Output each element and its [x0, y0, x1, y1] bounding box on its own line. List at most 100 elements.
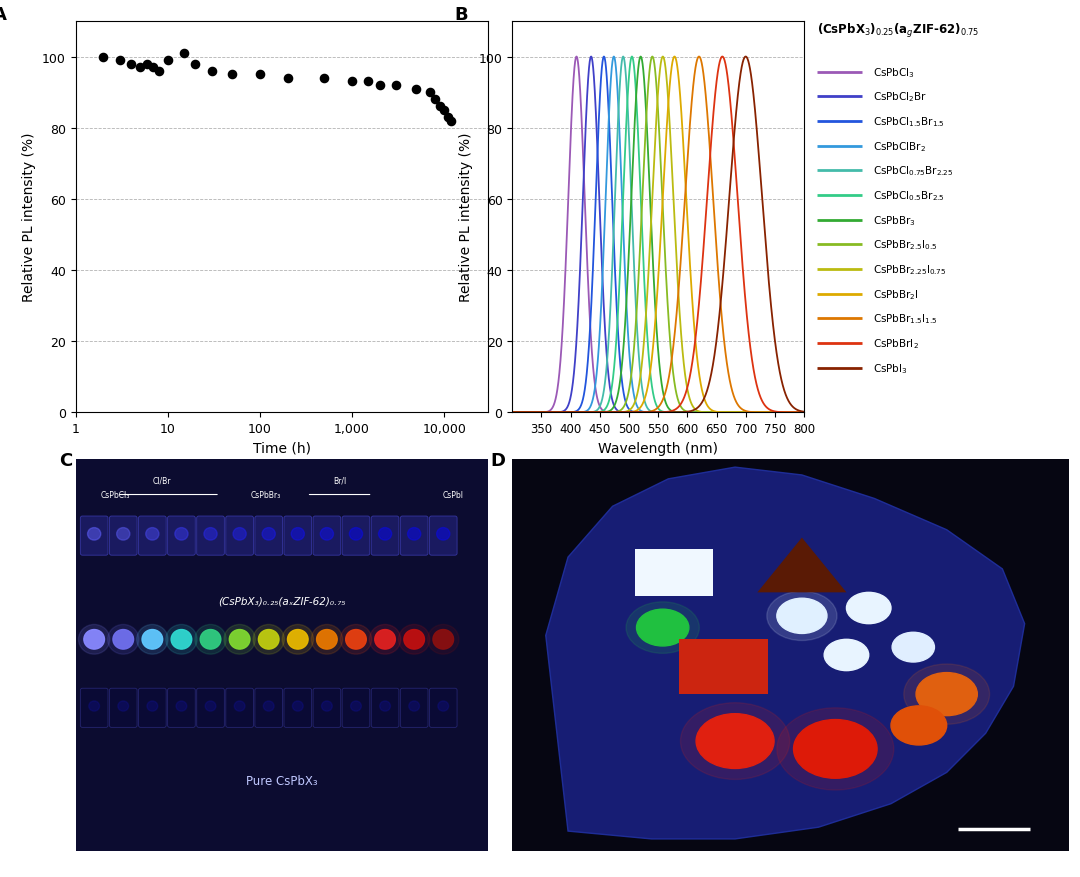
- Circle shape: [399, 624, 430, 654]
- Text: CsPbCl$_{1.5}$Br$_{1.5}$: CsPbCl$_{1.5}$Br$_{1.5}$: [873, 115, 945, 129]
- Point: [145, 61, 162, 75]
- Text: C: C: [59, 452, 72, 470]
- Circle shape: [340, 624, 372, 654]
- FancyBboxPatch shape: [226, 517, 254, 555]
- Circle shape: [258, 630, 279, 649]
- Circle shape: [436, 528, 450, 540]
- Point: [388, 79, 405, 93]
- Text: CsPbClBr$_2$: CsPbClBr$_2$: [873, 139, 926, 153]
- Circle shape: [346, 630, 366, 649]
- FancyBboxPatch shape: [80, 688, 108, 728]
- Point: [343, 75, 361, 89]
- Circle shape: [229, 630, 249, 649]
- Circle shape: [428, 624, 459, 654]
- FancyBboxPatch shape: [255, 688, 283, 728]
- Circle shape: [117, 528, 130, 540]
- Point: [150, 65, 167, 79]
- FancyBboxPatch shape: [167, 517, 195, 555]
- FancyBboxPatch shape: [138, 688, 166, 728]
- Circle shape: [409, 701, 419, 711]
- Circle shape: [680, 703, 789, 780]
- FancyBboxPatch shape: [401, 517, 428, 555]
- Polygon shape: [545, 467, 1025, 839]
- Text: D: D: [490, 452, 505, 470]
- Circle shape: [175, 528, 188, 540]
- FancyBboxPatch shape: [430, 517, 457, 555]
- Circle shape: [847, 593, 891, 624]
- Circle shape: [234, 701, 245, 711]
- Point: [95, 51, 112, 65]
- Text: CsPbBr₃: CsPbBr₃: [251, 490, 281, 499]
- Text: CsPbBr$_{1.5}$I$_{1.5}$: CsPbBr$_{1.5}$I$_{1.5}$: [873, 312, 937, 326]
- Circle shape: [84, 630, 105, 649]
- Circle shape: [437, 701, 448, 711]
- FancyBboxPatch shape: [109, 517, 137, 555]
- Circle shape: [200, 630, 220, 649]
- Circle shape: [253, 624, 284, 654]
- Point: [427, 93, 444, 107]
- Point: [440, 111, 457, 125]
- Point: [175, 46, 192, 61]
- Point: [360, 75, 377, 89]
- Circle shape: [113, 630, 134, 649]
- Circle shape: [824, 639, 868, 671]
- FancyBboxPatch shape: [372, 517, 399, 555]
- Point: [132, 61, 149, 75]
- Point: [224, 68, 241, 82]
- FancyBboxPatch shape: [372, 688, 399, 728]
- Circle shape: [137, 624, 168, 654]
- FancyBboxPatch shape: [167, 688, 195, 728]
- Circle shape: [143, 630, 163, 649]
- Circle shape: [904, 664, 989, 724]
- Text: B: B: [454, 6, 468, 25]
- FancyBboxPatch shape: [67, 456, 497, 859]
- Point: [372, 79, 389, 93]
- Circle shape: [87, 528, 100, 540]
- Text: CsPbI$_3$: CsPbI$_3$: [873, 361, 907, 375]
- Text: CsPbBr$_3$: CsPbBr$_3$: [873, 214, 916, 227]
- Circle shape: [292, 528, 305, 540]
- FancyBboxPatch shape: [197, 688, 225, 728]
- Text: Pure CsPbX₃: Pure CsPbX₃: [246, 774, 318, 787]
- Circle shape: [293, 701, 303, 711]
- Point: [203, 65, 220, 79]
- Point: [159, 54, 176, 68]
- Circle shape: [118, 701, 129, 711]
- Polygon shape: [757, 538, 847, 593]
- Circle shape: [322, 701, 333, 711]
- Text: Br/I: Br/I: [333, 476, 347, 485]
- Text: CsPbCl₃: CsPbCl₃: [100, 490, 130, 499]
- Circle shape: [287, 630, 308, 649]
- Circle shape: [205, 701, 216, 711]
- Circle shape: [407, 528, 421, 540]
- Point: [111, 54, 129, 68]
- Point: [435, 103, 453, 118]
- Circle shape: [404, 630, 424, 649]
- Text: CsPbBr$_2$I: CsPbBr$_2$I: [873, 288, 919, 302]
- Circle shape: [89, 701, 99, 711]
- FancyBboxPatch shape: [635, 550, 713, 596]
- X-axis label: Wavelength (nm): Wavelength (nm): [598, 441, 718, 455]
- FancyBboxPatch shape: [342, 688, 369, 728]
- Circle shape: [892, 632, 934, 662]
- FancyBboxPatch shape: [313, 688, 340, 728]
- Y-axis label: Relative PL intensity (%): Relative PL intensity (%): [23, 132, 37, 302]
- Circle shape: [147, 701, 158, 711]
- Circle shape: [369, 624, 401, 654]
- Circle shape: [378, 528, 392, 540]
- Circle shape: [636, 610, 689, 646]
- FancyBboxPatch shape: [401, 688, 428, 728]
- Point: [252, 68, 269, 82]
- FancyBboxPatch shape: [342, 517, 369, 555]
- FancyBboxPatch shape: [512, 460, 1069, 851]
- Circle shape: [264, 701, 274, 711]
- Circle shape: [165, 624, 198, 654]
- FancyBboxPatch shape: [197, 517, 225, 555]
- Circle shape: [146, 528, 159, 540]
- Circle shape: [375, 630, 395, 649]
- Circle shape: [350, 528, 363, 540]
- Circle shape: [233, 528, 246, 540]
- Circle shape: [311, 624, 342, 654]
- Circle shape: [108, 624, 139, 654]
- Text: CsPbCl$_2$Br: CsPbCl$_2$Br: [873, 90, 927, 104]
